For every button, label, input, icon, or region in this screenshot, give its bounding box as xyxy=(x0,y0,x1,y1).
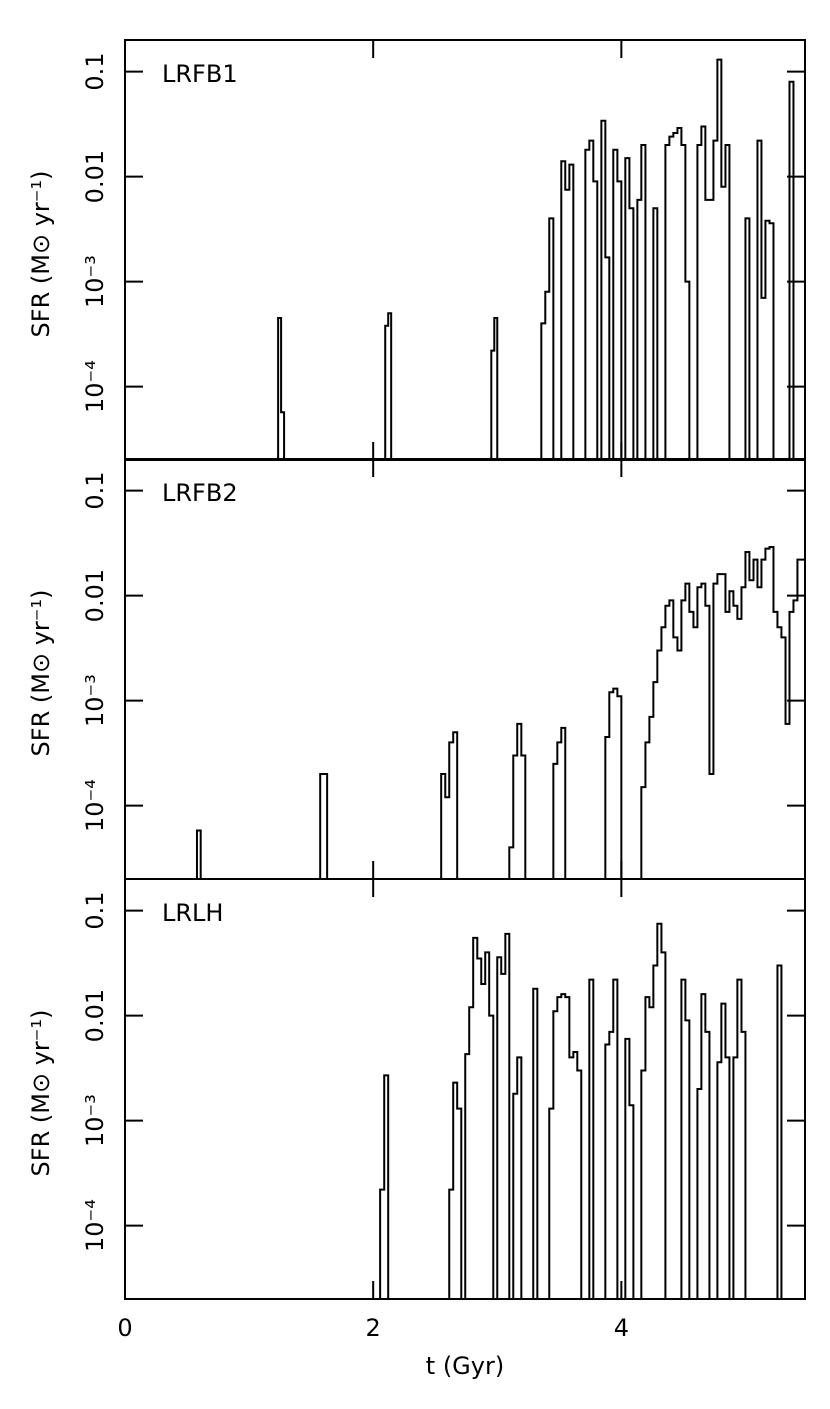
sfr-step xyxy=(440,731,459,879)
sfr-step xyxy=(532,987,539,1299)
sfr-step xyxy=(588,978,595,1299)
x-tick-label: 0 xyxy=(117,1314,132,1342)
sfr-step xyxy=(680,978,691,1299)
sfr-step xyxy=(490,317,499,460)
y-axis-label: SFR (M⊙ yr⁻¹) xyxy=(27,1010,55,1177)
sfr-step xyxy=(584,139,599,460)
sfr-step xyxy=(664,127,691,460)
sfr-step xyxy=(604,687,623,879)
sfr-step xyxy=(384,312,393,460)
sfr-step xyxy=(540,217,555,460)
y-tick-label: 0.1 xyxy=(81,892,109,930)
y-tick-label: 0.01 xyxy=(81,150,109,203)
sfr-step xyxy=(560,160,575,460)
sfr-step xyxy=(696,58,731,460)
panel-frame xyxy=(124,878,806,1300)
panel-frame xyxy=(124,39,806,461)
sfr-step xyxy=(732,978,747,1299)
sfr-step xyxy=(716,1002,731,1299)
sfr-step xyxy=(776,964,783,1299)
sfr-step xyxy=(756,139,775,460)
y-axis-label: SFR (M⊙ yr⁻¹) xyxy=(27,171,55,338)
sfr-step xyxy=(512,1056,523,1299)
x-axis-label: t (Gyr) xyxy=(426,1352,504,1380)
sfr-step xyxy=(652,207,659,460)
panel-label: LRFB1 xyxy=(162,60,238,88)
y-tick-label: 0.1 xyxy=(81,53,109,91)
sfr-step xyxy=(696,993,711,1299)
sfr-step xyxy=(636,144,647,460)
y-axis-label: SFR (M⊙ yr⁻¹) xyxy=(27,590,55,757)
sfr-step xyxy=(319,773,329,879)
x-tick-label: 2 xyxy=(366,1314,381,1342)
sfr-step xyxy=(640,546,805,879)
sfr-step xyxy=(464,936,495,1299)
y-tick-label: 10⁻⁴ xyxy=(81,779,109,832)
sfr-step xyxy=(640,922,667,1299)
y-tick-label: 10⁻³ xyxy=(81,1094,109,1147)
sfr-step xyxy=(548,993,583,1299)
sfr-step xyxy=(277,317,286,460)
sfr-step xyxy=(379,1074,390,1299)
sfr-step xyxy=(624,1037,635,1299)
sfr-step xyxy=(508,722,527,879)
y-tick-label: 10⁻⁴ xyxy=(81,360,109,413)
sfr-step xyxy=(448,1081,463,1299)
y-tick-label: 0.01 xyxy=(81,989,109,1042)
y-tick-label: 10⁻⁴ xyxy=(81,1199,109,1252)
panel-label: LRFB2 xyxy=(162,479,238,507)
panel-frame xyxy=(124,458,806,880)
y-tick-label: 0.01 xyxy=(81,569,109,622)
y-tick-label: 10⁻³ xyxy=(81,674,109,727)
sfr-step xyxy=(496,932,511,1299)
sfr-step xyxy=(604,978,619,1299)
panel-label: LRLH xyxy=(162,899,223,927)
sfr-step xyxy=(624,157,635,460)
sfr-step xyxy=(195,829,202,879)
y-tick-label: 0.1 xyxy=(81,472,109,510)
sfr-step xyxy=(600,119,611,460)
sfr-step xyxy=(744,217,751,460)
sfr-step xyxy=(788,80,795,460)
sfr-step xyxy=(552,726,567,879)
sfr-step xyxy=(612,148,623,460)
x-tick-label: 4 xyxy=(614,1314,629,1342)
y-tick-label: 10⁻³ xyxy=(81,255,109,308)
